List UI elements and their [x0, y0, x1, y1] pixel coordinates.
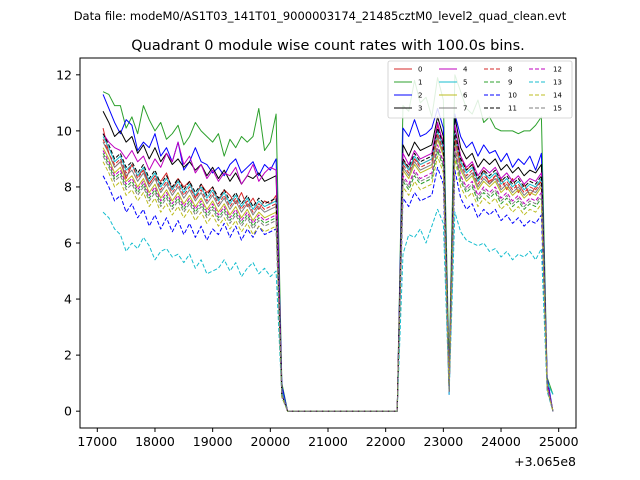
series-line-14 [102, 155, 554, 412]
x-tick-label: 22000 [366, 434, 406, 449]
legend-label: 4 [463, 66, 468, 74]
legend-label: 9 [508, 79, 512, 87]
x-tick-label: 24000 [481, 434, 521, 449]
series-group [102, 74, 554, 412]
legend-label: 14 [553, 92, 562, 100]
chart-title: Quadrant 0 module wise count rates with … [131, 38, 525, 54]
y-tick-label: 2 [64, 348, 72, 363]
legend-label: 12 [553, 66, 562, 74]
x-tick-label: 23000 [423, 434, 463, 449]
x-tick-label: 25000 [539, 434, 579, 449]
legend-frame [387, 60, 573, 119]
legend-label: 7 [463, 105, 467, 113]
x-offset-label: +3.065e8 [514, 454, 576, 469]
y-tick-label: 10 [56, 123, 72, 138]
series-line-15 [102, 147, 554, 412]
legend-label: 15 [553, 105, 562, 113]
x-tick-label: 20000 [250, 434, 290, 449]
legend-label: 6 [463, 92, 468, 100]
y-axis: 0 2 4 6 8 10 12 [56, 67, 80, 419]
legend-label: 0 [418, 66, 422, 74]
x-tick-label: 21000 [308, 434, 348, 449]
legend-label: 1 [418, 79, 422, 87]
legend-label: 2 [418, 92, 422, 100]
figure-suptitle: Data file: modeM0/AS1T03_141T01_90000031… [74, 9, 567, 23]
y-tick-label: 6 [64, 236, 72, 251]
y-tick-label: 0 [64, 404, 72, 419]
series-line-10 [102, 166, 554, 412]
legend-label: 11 [508, 105, 517, 113]
x-tick-label: 17000 [77, 434, 117, 449]
legend-label: 13 [553, 79, 562, 87]
y-tick-label: 8 [64, 179, 72, 194]
x-tick-label: 18000 [135, 434, 175, 449]
series-line-13 [102, 208, 554, 412]
legend-label: 10 [508, 92, 517, 100]
legend-label: 8 [508, 66, 512, 74]
legend-label: 5 [463, 79, 467, 87]
y-tick-label: 12 [56, 67, 72, 82]
legend-label: 3 [418, 105, 422, 113]
y-tick-label: 4 [64, 292, 72, 307]
x-tick-label: 19000 [193, 434, 233, 449]
x-axis: 17000 18000 19000 20000 21000 22000 23000 24000… [77, 428, 579, 449]
plot-area: 17000 18000 19000 20000 21000 22000 23000 24000… [56, 57, 579, 469]
